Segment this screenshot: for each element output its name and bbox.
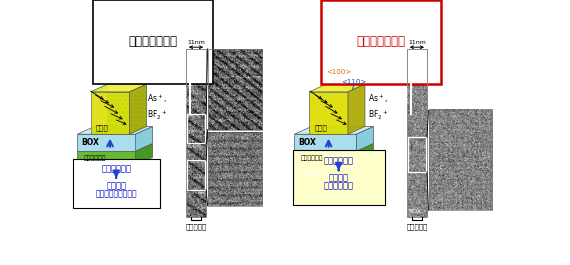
Text: 欠陥もしくは多結晶: 欠陥もしくは多結晶 bbox=[95, 189, 137, 198]
Polygon shape bbox=[295, 151, 356, 165]
Text: BOX: BOX bbox=[188, 53, 201, 58]
Text: シリコン層: シリコン層 bbox=[406, 224, 428, 230]
Text: 熱処理後: 熱処理後 bbox=[106, 181, 126, 190]
Text: 10 nm: 10 nm bbox=[184, 87, 189, 103]
Bar bbox=[186, 49, 206, 217]
Text: 全て非晶質層: 全て非晶質層 bbox=[101, 164, 131, 173]
Text: フィン: フィン bbox=[315, 125, 327, 131]
Bar bbox=[408, 137, 426, 172]
Polygon shape bbox=[78, 134, 136, 151]
Bar bbox=[207, 133, 262, 206]
Text: BOX: BOX bbox=[82, 138, 99, 147]
Text: 10 nm: 10 nm bbox=[405, 87, 410, 103]
Polygon shape bbox=[356, 143, 373, 165]
Text: ホットプラテン: ホットプラテン bbox=[297, 170, 323, 175]
Polygon shape bbox=[78, 143, 153, 151]
Polygon shape bbox=[309, 84, 365, 92]
Text: <100>: <100> bbox=[326, 69, 351, 75]
Bar bbox=[187, 114, 205, 143]
Text: BOX: BOX bbox=[298, 138, 316, 147]
Polygon shape bbox=[129, 84, 146, 134]
Text: As$^+$,
BF$_2$$^+$: As$^+$, BF$_2$$^+$ bbox=[147, 92, 168, 122]
Polygon shape bbox=[295, 134, 356, 151]
Bar bbox=[187, 160, 205, 190]
Polygon shape bbox=[295, 157, 373, 165]
Bar bbox=[207, 49, 262, 130]
Polygon shape bbox=[91, 92, 129, 134]
Bar bbox=[429, 110, 492, 210]
Polygon shape bbox=[309, 92, 348, 134]
FancyBboxPatch shape bbox=[73, 159, 160, 208]
Polygon shape bbox=[91, 84, 146, 92]
Polygon shape bbox=[136, 126, 153, 151]
Text: 室温イオン注入: 室温イオン注入 bbox=[128, 35, 177, 48]
Polygon shape bbox=[295, 126, 373, 134]
Polygon shape bbox=[295, 165, 356, 180]
FancyBboxPatch shape bbox=[293, 150, 385, 205]
Text: 無欠陥な結晶: 無欠陥な結晶 bbox=[324, 181, 353, 190]
Polygon shape bbox=[356, 157, 373, 180]
Text: シリコン基板: シリコン基板 bbox=[300, 155, 323, 161]
Text: 高温イオン注入: 高温イオン注入 bbox=[357, 35, 406, 48]
Polygon shape bbox=[78, 126, 153, 134]
Polygon shape bbox=[91, 84, 146, 134]
Polygon shape bbox=[348, 84, 365, 134]
Text: As$^+$,
BF$_2$$^+$: As$^+$, BF$_2$$^+$ bbox=[368, 92, 389, 122]
Text: 室温イオン注入: 室温イオン注入 bbox=[128, 35, 177, 48]
Polygon shape bbox=[356, 126, 373, 151]
Polygon shape bbox=[78, 151, 136, 165]
Text: 11nm: 11nm bbox=[187, 40, 205, 45]
Text: フィン: フィン bbox=[96, 125, 109, 131]
Text: シリコン基板: シリコン基板 bbox=[83, 155, 106, 161]
Text: 11nm: 11nm bbox=[408, 40, 426, 45]
Text: 熱処理後: 熱処理後 bbox=[329, 174, 349, 183]
Text: BOX: BOX bbox=[408, 209, 421, 214]
Text: <110>: <110> bbox=[341, 79, 367, 85]
Polygon shape bbox=[136, 143, 153, 165]
Polygon shape bbox=[295, 143, 373, 151]
Text: シリコン層: シリコン層 bbox=[185, 224, 207, 230]
Bar bbox=[407, 49, 427, 217]
Text: 結晶層を維持: 結晶層を維持 bbox=[324, 157, 353, 166]
